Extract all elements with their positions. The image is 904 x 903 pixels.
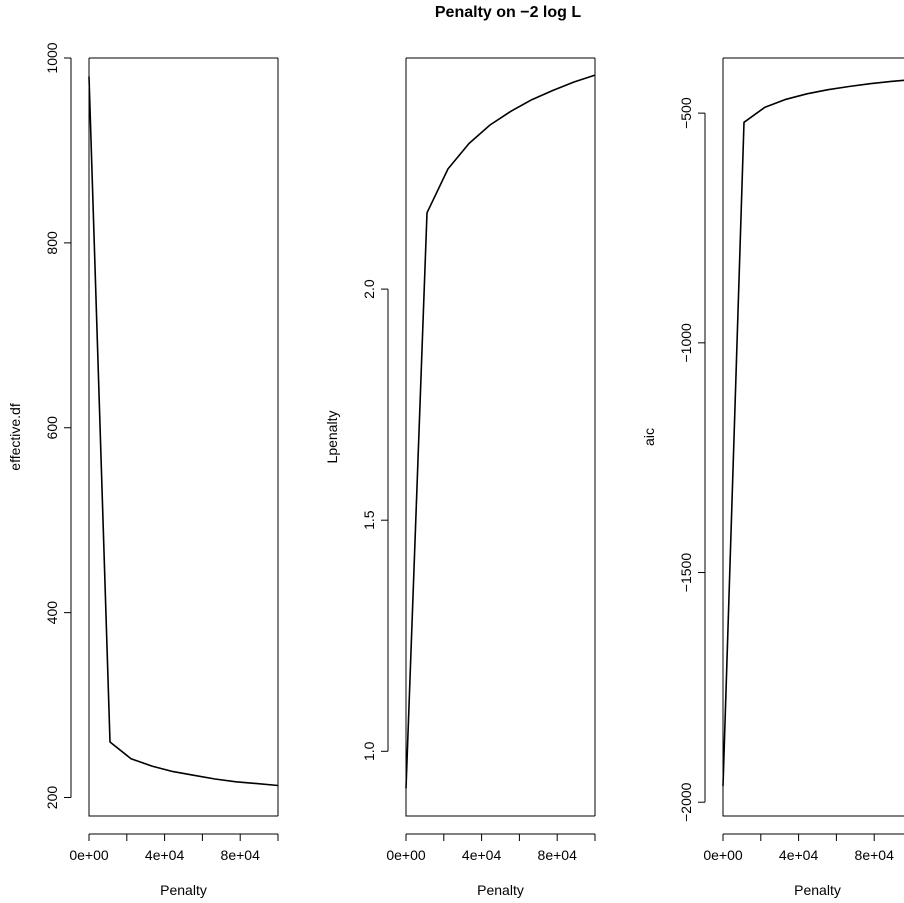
y-axis-label: aic xyxy=(641,428,657,446)
x-tick-label: 8e+04 xyxy=(221,847,261,863)
x-axis-label: Penalty xyxy=(477,882,524,898)
x-tick-label: 0e+00 xyxy=(703,847,743,863)
chart-title: Penalty on −2 log L xyxy=(434,4,582,21)
y-tick-label: −1000 xyxy=(678,323,694,363)
series-line xyxy=(88,76,279,787)
plot-frame xyxy=(722,57,904,817)
y-tick-label: −500 xyxy=(678,97,694,129)
x-tick-label: 8e+04 xyxy=(855,847,895,863)
x-tick-label: 4e+04 xyxy=(145,847,185,863)
y-tick-label: 400 xyxy=(44,601,60,625)
x-axis-label: Penalty xyxy=(794,882,841,898)
y-tick-label: −2000 xyxy=(678,782,694,822)
x-tick-label: 4e+04 xyxy=(462,847,502,863)
panel-2: 0e+00 4e+04 8e+04 Penalty 1.0 1.5 2.0 Lpenalty xyxy=(324,57,596,898)
panel-3: 0e+00 4e+04 8e+04 Penalty −2000 −1500 −1000 −50… xyxy=(641,57,904,898)
y-tick-label: 2.0 xyxy=(361,279,377,299)
y-tick-label: 1000 xyxy=(44,42,60,73)
series-line xyxy=(722,79,904,787)
y-axis-label: effective.df xyxy=(7,403,23,471)
x-tick-label: 0e+00 xyxy=(386,847,426,863)
y-tick-label: 800 xyxy=(44,231,60,255)
y-tick-label: 1.5 xyxy=(361,510,377,530)
series-line xyxy=(405,74,596,789)
panel-1: 0e+00 4e+04 8e+04 Penalty 200 400 600 800 1000 ef… xyxy=(7,42,279,898)
x-tick-label: 8e+04 xyxy=(538,847,578,863)
x-tick-label: 4e+04 xyxy=(779,847,819,863)
x-axis-label: Penalty xyxy=(160,882,207,898)
y-tick-label: 600 xyxy=(44,416,60,440)
plot-frame xyxy=(88,57,279,817)
y-axis-label: Lpenalty xyxy=(324,411,340,464)
y-tick-label: 1.0 xyxy=(361,741,377,761)
plot-frame xyxy=(405,57,596,817)
y-tick-label: −1500 xyxy=(678,553,694,593)
x-tick-label: 0e+00 xyxy=(69,847,109,863)
y-tick-label: 200 xyxy=(44,786,60,810)
